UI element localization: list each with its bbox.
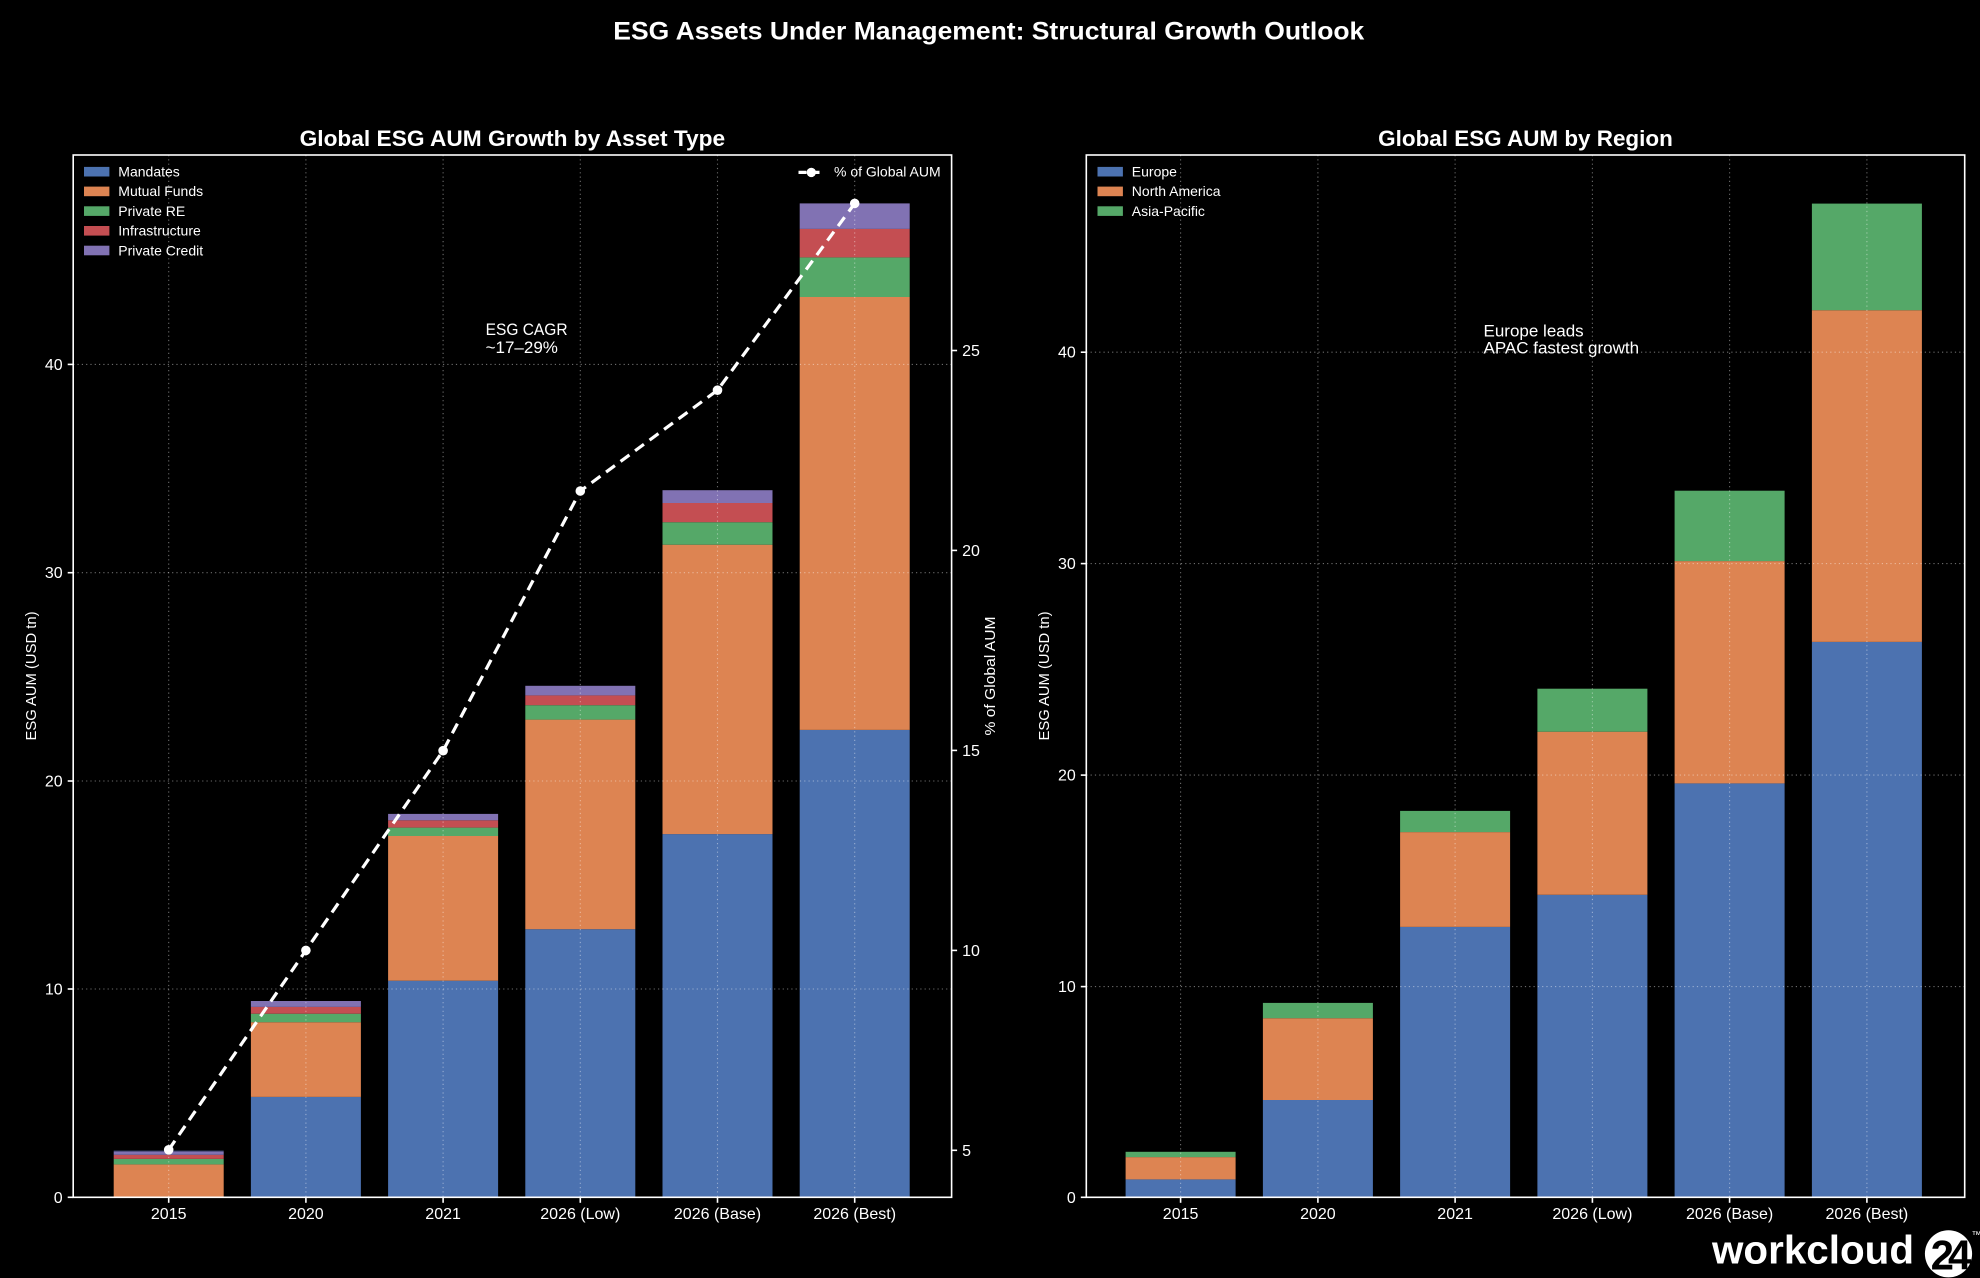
svg-text:ESG CAGR: ESG CAGR (486, 320, 568, 339)
svg-text:30: 30 (45, 565, 63, 582)
svg-text:Mutual Funds: Mutual Funds (118, 183, 203, 199)
svg-text:Asia-Pacific: Asia-Pacific (1132, 203, 1205, 219)
svg-text:2021: 2021 (425, 1206, 461, 1223)
svg-text:2026 (Best): 2026 (Best) (1826, 1206, 1909, 1223)
svg-text:Global ESG AUM by Region: Global ESG AUM by Region (1378, 126, 1673, 151)
svg-text:25: 25 (962, 343, 980, 360)
svg-text:APAC fastest growth: APAC fastest growth (1484, 338, 1640, 357)
svg-text:Mandates: Mandates (118, 164, 179, 180)
svg-text:0: 0 (1067, 1190, 1076, 1207)
svg-text:10: 10 (962, 943, 980, 960)
svg-text:% of Global AUM: % of Global AUM (834, 164, 941, 180)
svg-text:2026 (Base): 2026 (Base) (674, 1206, 761, 1223)
svg-text:2020: 2020 (1300, 1206, 1336, 1223)
svg-text:2026 (Low): 2026 (Low) (540, 1206, 620, 1223)
svg-text:2015: 2015 (151, 1206, 187, 1223)
svg-text:Private RE: Private RE (118, 203, 185, 219)
svg-text:2015: 2015 (1163, 1206, 1199, 1223)
svg-text:20: 20 (45, 774, 63, 791)
svg-text:Europe: Europe (1132, 164, 1177, 180)
svg-text:10: 10 (1058, 979, 1076, 996)
svg-text:™: ™ (1972, 1230, 1980, 1241)
svg-text:ESG AUM (USD tn): ESG AUM (USD tn) (1036, 612, 1053, 741)
svg-text:10: 10 (45, 982, 63, 999)
svg-text:ESG AUM (USD tn): ESG AUM (USD tn) (23, 612, 40, 741)
svg-text:30: 30 (1058, 556, 1076, 573)
svg-text:15: 15 (962, 743, 980, 760)
svg-text:0: 0 (54, 1190, 63, 1207)
svg-text:ESG Assets Under Management: S: ESG Assets Under Management: Structural … (613, 18, 1364, 46)
svg-text:Global ESG AUM Growth by Asset: Global ESG AUM Growth by Asset Type (300, 126, 726, 151)
svg-text:20: 20 (1058, 768, 1076, 785)
svg-text:40: 40 (45, 357, 63, 374)
svg-text:% of Global AUM: % of Global AUM (982, 617, 999, 736)
svg-text:North America: North America (1132, 183, 1221, 199)
svg-text:2026 (Low): 2026 (Low) (1552, 1206, 1632, 1223)
svg-text:2020: 2020 (288, 1206, 324, 1223)
svg-text:2026 (Best): 2026 (Best) (813, 1206, 896, 1223)
svg-text:2021: 2021 (1437, 1206, 1473, 1223)
svg-text:Private Credit: Private Credit (118, 242, 203, 258)
svg-text:~17–29%: ~17–29% (486, 338, 558, 357)
svg-text:2026 (Base): 2026 (Base) (1686, 1206, 1773, 1223)
svg-text:5: 5 (962, 1143, 971, 1160)
svg-text:40: 40 (1058, 345, 1076, 362)
svg-text:workcloud: workcloud (1711, 1229, 1914, 1273)
svg-text:20: 20 (962, 543, 980, 560)
svg-text:Europe leads: Europe leads (1484, 321, 1584, 340)
svg-text:Infrastructure: Infrastructure (118, 223, 201, 239)
